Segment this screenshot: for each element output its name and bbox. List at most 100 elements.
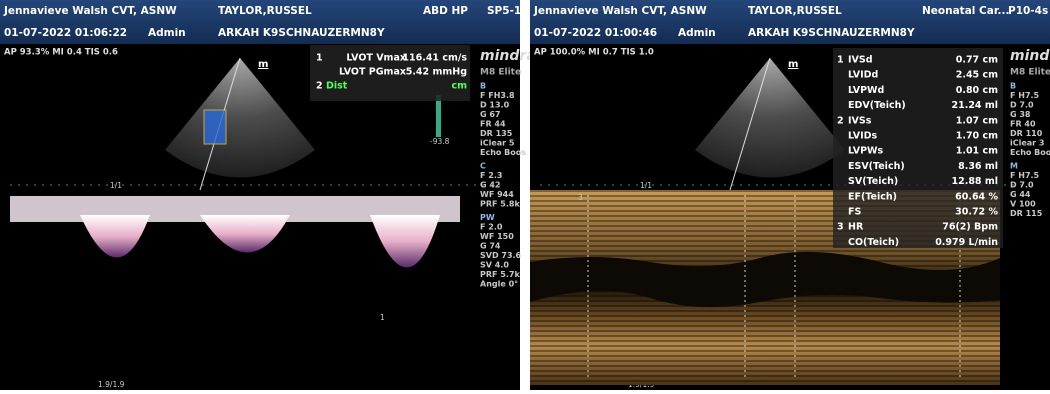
measure-value: 2.45 cm: [956, 70, 998, 81]
measure-label: LVOT PGmax: [339, 67, 406, 78]
measure-value: cm: [451, 81, 467, 92]
color-bar: [436, 95, 441, 137]
measure-label: EF(Teich): [848, 191, 897, 202]
measure-label: LVPWs: [848, 146, 884, 157]
panel: Jennavieve Walsh CVT, ASNW TAYLOR,RUSSEL N…: [530, 0, 1050, 390]
param: G 38: [1010, 110, 1031, 119]
param: SVD 73.6: [480, 251, 522, 260]
param: iClear 5: [480, 139, 515, 148]
param: DR 135: [480, 129, 513, 138]
param: G 44: [1010, 190, 1031, 199]
param: D 7.0: [1010, 101, 1034, 110]
operator: Jennavieve Walsh CVT, ASNW: [533, 5, 707, 17]
measure-value: 60.64 %: [955, 191, 998, 202]
patient-id: ARKAH K9SCHNAUZERMN8Y: [218, 27, 385, 39]
panel: Jennavieve Walsh CVT, ASNW TAYLOR,RUSSEL A…: [0, 0, 545, 390]
frame: 1/1: [110, 181, 122, 190]
measure-index: 1: [837, 55, 844, 66]
measure-index: 2: [316, 81, 323, 92]
measure-label: LVIDs: [848, 131, 878, 142]
measure-value: 8.36 ml: [958, 161, 998, 172]
measure-label: LVIDd: [848, 70, 878, 81]
depth-mark: m: [788, 59, 798, 70]
measure-value: 1.07 cm: [956, 115, 998, 126]
param-section: C: [480, 162, 486, 171]
depth-mark: m: [258, 59, 268, 70]
param: F H7.5: [1010, 91, 1040, 100]
operator: Jennavieve Walsh CVT, ASNW: [3, 5, 177, 17]
param: Echo Boos: [1010, 148, 1050, 157]
measure-value: 12.88 ml: [951, 176, 998, 187]
measure-label: LVPWd: [848, 85, 884, 96]
measure-label: LVOT Vmax: [346, 53, 406, 64]
param: F 2.3: [480, 171, 502, 180]
param: WF 944: [480, 190, 514, 199]
param-section: B: [480, 82, 486, 91]
measure-value: 0.80 cm: [956, 85, 998, 96]
probe: SP5-1s: [487, 5, 527, 17]
measure-value: 0.77 cm: [956, 55, 998, 66]
frame: 1/1: [640, 181, 652, 190]
param-section: B: [1010, 82, 1016, 91]
measure-label: IVSs: [848, 115, 872, 126]
status: AP 93.3% MI 0.4 TIS 0.6: [4, 48, 118, 58]
date: 01-07-2022 01:00:46: [534, 27, 657, 39]
user: Admin: [148, 27, 186, 39]
patient-name: TAYLOR,RUSSEL: [748, 5, 842, 17]
color-box: [204, 110, 226, 144]
measure-value: 21.24 ml: [951, 100, 998, 111]
patient-name: TAYLOR,RUSSEL: [218, 5, 312, 17]
measure-value: 76(2) Bpm: [942, 222, 998, 233]
measure-label: IVSd: [848, 55, 873, 66]
cine: 1.9/1.9: [98, 380, 125, 389]
measure-value: 1.01 cm: [956, 146, 998, 157]
status: AP 100.0% MI 0.7 TIS 1.0: [534, 48, 654, 58]
param: SV 4.0: [480, 261, 509, 270]
param-section: M: [1010, 162, 1018, 171]
param: G 67: [480, 110, 500, 119]
param: F H7.5: [1010, 171, 1040, 180]
measure-label: EDV(Teich): [848, 100, 906, 111]
param: FR 40: [1010, 120, 1036, 129]
measure-label: Dist: [326, 81, 348, 92]
measure-index: 1: [316, 53, 323, 64]
param: Angle 0°: [480, 280, 518, 289]
measure-index: 3: [837, 222, 844, 233]
user: Admin: [678, 27, 716, 39]
screenshot: Jennavieve Walsh CVT, ASNW TAYLOR,RUSSEL A…: [0, 0, 1050, 390]
measure-label: ESV(Teich): [848, 161, 905, 172]
param: WF 150: [480, 232, 514, 241]
param: Echo Boos: [480, 148, 526, 157]
param: G 74: [480, 242, 501, 251]
param-section: PW: [480, 213, 495, 222]
measure-index: 2: [837, 115, 844, 126]
measure-value: 30.72 %: [955, 207, 998, 218]
cursor: 3: [578, 193, 583, 202]
param: V 100: [1010, 200, 1036, 209]
param: F 2.0: [480, 223, 503, 232]
probe: P10-4s: [1008, 5, 1048, 17]
cursor: 1: [380, 313, 385, 322]
exam-type: ABD HP: [423, 5, 468, 17]
param: FR 44: [480, 120, 506, 129]
exam-type: Neonatal Car...: [922, 5, 1009, 17]
measure-value: 1.70 cm: [956, 131, 998, 142]
param: DR 115: [1010, 209, 1043, 218]
param: F FH3.8: [480, 91, 515, 100]
date: 01-07-2022 01:06:22: [4, 27, 127, 39]
param: PRF 5.7k: [480, 270, 520, 279]
brand: mindray: [1010, 48, 1050, 64]
model: M8 Elite: [1010, 68, 1050, 78]
measure-value: 0.979 L/min: [935, 237, 998, 248]
model: M8 Elite: [480, 68, 521, 78]
measure-value: 116.41 cm/s: [402, 53, 467, 64]
measure-label: FS: [848, 207, 861, 218]
param: PRF 5.8k: [480, 200, 520, 209]
measure-label: CO(Teich): [848, 237, 899, 248]
param: iClear 3: [1010, 139, 1044, 148]
param: D 13.0: [480, 101, 510, 110]
measure-label: HR: [848, 222, 864, 233]
param: DR 110: [1010, 129, 1043, 138]
scale: -93.8: [430, 137, 450, 146]
measure-value: 5.42 mmHg: [406, 67, 467, 78]
